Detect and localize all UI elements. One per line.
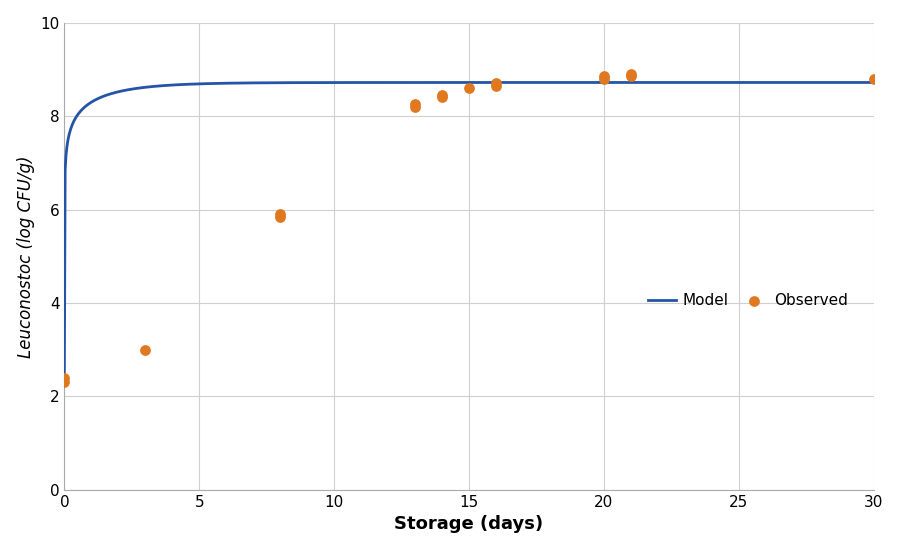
Legend: Model, Observed: Model, Observed [643,287,854,314]
Observed [867,74,881,83]
Observed [597,72,611,81]
Model [868,79,879,86]
Observed [624,72,638,81]
Observed [57,373,71,382]
Y-axis label: Leuconostoc (log CFU/g): Leuconostoc (log CFU/g) [17,155,35,358]
Line: Model: Model [64,82,874,380]
Model [416,79,427,86]
Observed [624,70,638,79]
Observed [597,74,611,83]
Observed [138,345,152,354]
Observed [57,378,71,387]
Model [58,377,69,383]
Model [141,84,152,90]
Observed [273,210,287,219]
Model [705,79,716,86]
Observed [408,100,422,109]
Observed [435,93,449,102]
Model [386,79,397,86]
Observed [273,212,287,221]
Observed [435,91,449,100]
Observed [489,81,503,90]
Model [690,79,701,86]
Model [615,79,626,86]
Observed [408,102,422,111]
Observed [462,84,476,92]
X-axis label: Storage (days): Storage (days) [394,515,544,534]
Observed [489,79,503,88]
